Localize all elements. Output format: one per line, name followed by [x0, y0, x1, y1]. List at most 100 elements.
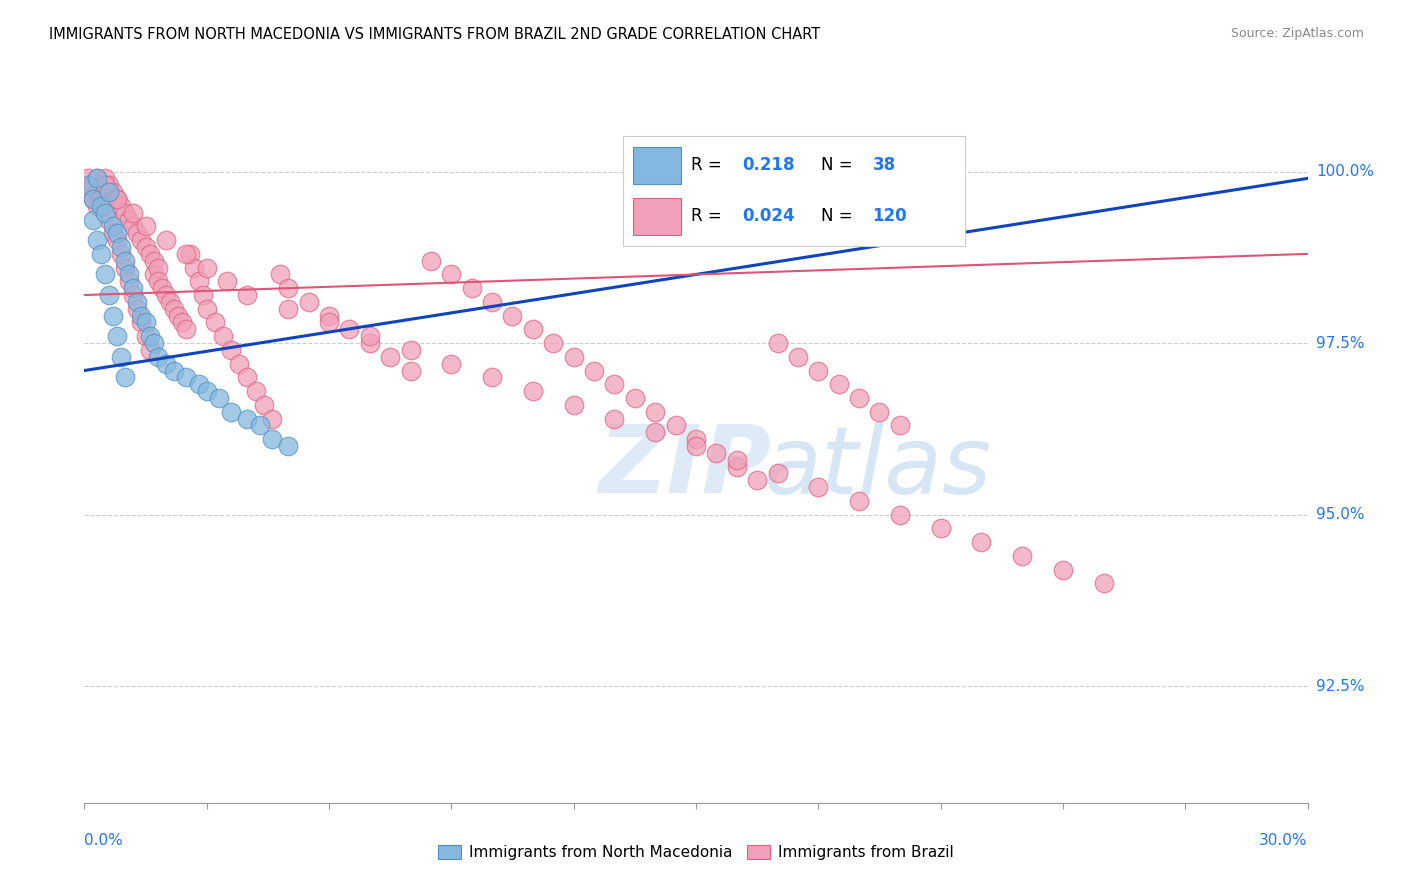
- Point: [105, 329, 128, 343]
- Point: [685, 432, 707, 446]
- Text: 30.0%: 30.0%: [1260, 833, 1308, 848]
- Point: [127, 294, 149, 309]
- Point: [582, 363, 605, 377]
- Text: 92.5%: 92.5%: [1316, 679, 1364, 694]
- Point: [122, 219, 145, 234]
- Point: [889, 508, 911, 522]
- Point: [101, 219, 124, 234]
- Point: [249, 418, 271, 433]
- Point: [245, 384, 267, 398]
- Point: [97, 185, 120, 199]
- Point: [747, 473, 769, 487]
- Point: [135, 316, 157, 330]
- Point: [399, 363, 422, 377]
- Point: [135, 329, 157, 343]
- Point: [869, 405, 891, 419]
- Point: [420, 253, 443, 268]
- Point: [253, 398, 276, 412]
- Text: 97.5%: 97.5%: [1316, 335, 1364, 351]
- Point: [236, 370, 259, 384]
- Point: [110, 350, 132, 364]
- Point: [77, 171, 100, 186]
- Point: [603, 411, 626, 425]
- Point: [138, 329, 160, 343]
- Point: [848, 391, 870, 405]
- Point: [174, 322, 197, 336]
- Point: [179, 247, 201, 261]
- Point: [93, 199, 115, 213]
- Point: [318, 309, 340, 323]
- Point: [725, 459, 748, 474]
- Point: [685, 439, 707, 453]
- Point: [142, 268, 165, 282]
- Point: [93, 171, 115, 186]
- Point: [501, 309, 523, 323]
- Point: [150, 281, 173, 295]
- Point: [90, 247, 112, 261]
- Point: [155, 288, 177, 302]
- Point: [827, 377, 849, 392]
- Point: [138, 343, 160, 357]
- Point: [298, 294, 321, 309]
- Point: [77, 185, 100, 199]
- Point: [644, 425, 666, 440]
- Point: [114, 205, 136, 219]
- Point: [110, 199, 132, 213]
- Point: [399, 343, 422, 357]
- Legend: Immigrants from North Macedonia, Immigrants from Brazil: Immigrants from North Macedonia, Immigra…: [432, 839, 960, 866]
- Point: [142, 253, 165, 268]
- Point: [848, 494, 870, 508]
- Point: [114, 260, 136, 275]
- Point: [440, 268, 463, 282]
- Point: [766, 467, 789, 481]
- Point: [146, 350, 169, 364]
- Point: [105, 227, 128, 241]
- Point: [359, 329, 381, 343]
- Text: 100.0%: 100.0%: [1316, 164, 1374, 179]
- Point: [93, 185, 115, 199]
- Point: [142, 336, 165, 351]
- Point: [118, 274, 141, 288]
- Point: [603, 377, 626, 392]
- Point: [163, 363, 186, 377]
- Point: [481, 370, 503, 384]
- Point: [260, 411, 283, 425]
- Point: [90, 178, 112, 193]
- Point: [86, 199, 108, 213]
- Point: [212, 329, 235, 343]
- Point: [86, 233, 108, 247]
- Point: [163, 301, 186, 316]
- Point: [277, 281, 299, 295]
- Point: [644, 405, 666, 419]
- Point: [562, 398, 585, 412]
- Point: [664, 418, 686, 433]
- Point: [101, 227, 124, 241]
- Point: [131, 233, 153, 247]
- Point: [318, 316, 340, 330]
- Point: [101, 309, 124, 323]
- Point: [105, 233, 128, 247]
- Point: [135, 219, 157, 234]
- Point: [174, 370, 197, 384]
- Point: [195, 384, 218, 398]
- Point: [191, 288, 214, 302]
- Point: [93, 268, 115, 282]
- Point: [440, 357, 463, 371]
- Point: [807, 363, 830, 377]
- Point: [97, 288, 120, 302]
- Point: [167, 309, 190, 323]
- Point: [219, 343, 242, 357]
- Text: 95.0%: 95.0%: [1316, 508, 1364, 522]
- Point: [260, 432, 283, 446]
- Point: [807, 480, 830, 494]
- Point: [131, 309, 153, 323]
- Point: [82, 192, 104, 206]
- Point: [339, 322, 360, 336]
- Text: IMMIGRANTS FROM NORTH MACEDONIA VS IMMIGRANTS FROM BRAZIL 2ND GRADE CORRELATION : IMMIGRANTS FROM NORTH MACEDONIA VS IMMIG…: [49, 27, 821, 42]
- Point: [1092, 576, 1115, 591]
- Point: [122, 281, 145, 295]
- Point: [110, 247, 132, 261]
- Point: [174, 247, 197, 261]
- Point: [90, 199, 112, 213]
- Point: [704, 446, 728, 460]
